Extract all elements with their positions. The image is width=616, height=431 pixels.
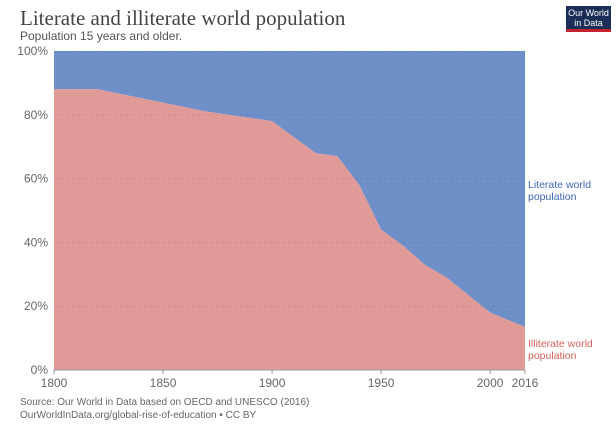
chart-title: Literate and illiterate world population (20, 6, 346, 30)
y-tick-label: 100% (17, 44, 48, 58)
y-tick-label: 20% (24, 299, 48, 313)
literate-area (54, 51, 525, 327)
source-link[interactable]: OurWorldInData.org/global-rise-of-educat… (20, 410, 257, 421)
x-tick-label: 1900 (259, 376, 286, 390)
illiterate-area (54, 89, 525, 370)
owid-logo[interactable]: Our World in Data (566, 6, 611, 32)
y-tick-label: 40% (24, 235, 48, 249)
illiterate-series-label: Illiterate world population (528, 338, 593, 362)
x-tick-label: 1850 (150, 376, 177, 390)
y-tick-label: 0% (31, 363, 49, 377)
x-tick-label: 1800 (41, 376, 68, 390)
x-tick-label: 2000 (477, 376, 504, 390)
x-tick-label: 1950 (368, 376, 395, 390)
y-tick-label: 60% (24, 172, 48, 186)
x-tick-label: 2016 (512, 376, 539, 390)
chart-subtitle: Population 15 years and older. (20, 29, 183, 43)
y-tick-label: 80% (24, 108, 48, 122)
source-text: Source: Our World in Data based on OECD … (20, 397, 310, 408)
literate-series-label: Literate world population (528, 179, 591, 203)
